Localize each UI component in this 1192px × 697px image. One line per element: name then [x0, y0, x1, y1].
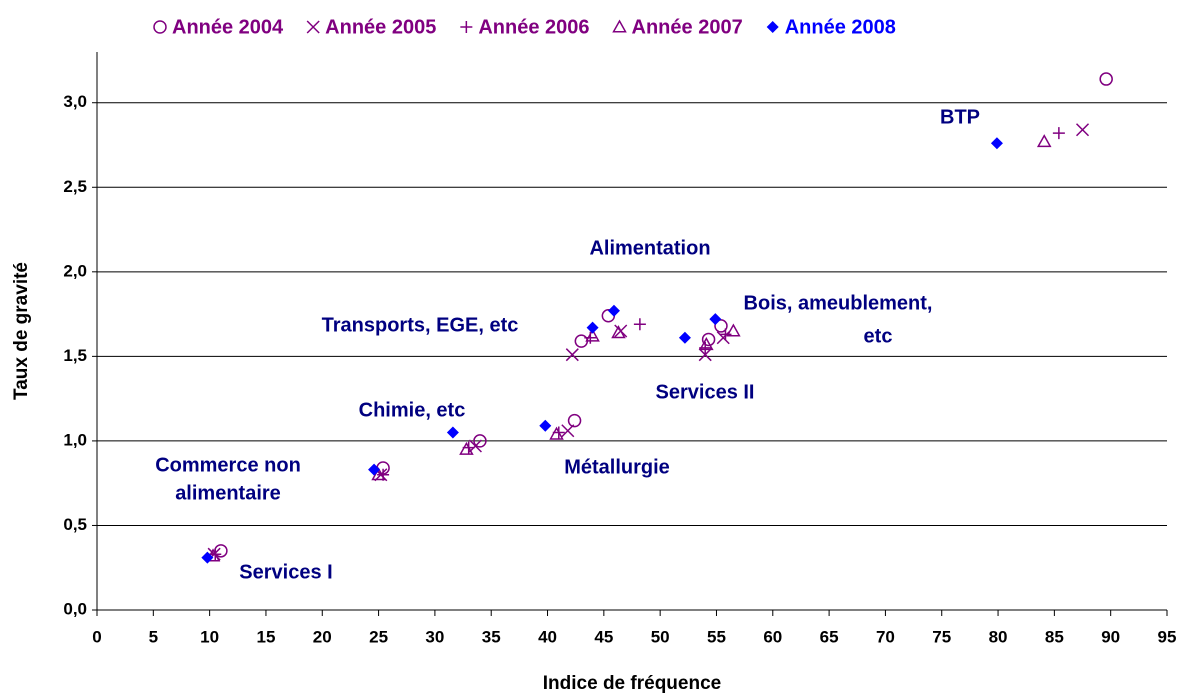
- point: [459, 441, 474, 455]
- x-tick-label: 80: [989, 627, 1008, 646]
- x-tick-label: 25: [369, 627, 388, 646]
- annotation: Chimie, etc: [359, 399, 466, 421]
- x-tick-label: 45: [594, 627, 613, 646]
- point: [701, 332, 716, 347]
- annotation: Alimentation: [589, 237, 710, 259]
- legend-label: Année 2006: [478, 16, 589, 38]
- point: [709, 313, 722, 326]
- x-tick-label: 20: [313, 627, 332, 646]
- point: [549, 426, 564, 440]
- point: [1099, 72, 1113, 86]
- annotation: Bois, ameublement,: [744, 292, 933, 314]
- point: [633, 318, 646, 331]
- x-tick-label: 0: [92, 627, 101, 646]
- x-tick-label: 90: [1101, 627, 1120, 646]
- annotation: Transports, EGE, etc: [322, 314, 519, 336]
- point: [473, 434, 487, 448]
- point: [306, 20, 320, 34]
- legend-label: Année 2004: [172, 16, 284, 38]
- point: [612, 19, 627, 33]
- point: [585, 328, 600, 342]
- y-tick-label: 2,0: [63, 261, 87, 280]
- annotation: Services II: [656, 381, 755, 403]
- y-axis-title: Taux de gravité: [11, 262, 32, 400]
- y-tick-label: 0,5: [63, 515, 87, 534]
- x-tick-label: 40: [538, 627, 557, 646]
- point: [1036, 134, 1052, 148]
- point: [377, 468, 390, 481]
- point: [766, 21, 779, 33]
- legend-item: Année 2005: [306, 16, 436, 38]
- point: [678, 331, 691, 344]
- legend-item: Année 2008: [766, 16, 896, 38]
- x-tick-label: 35: [482, 627, 501, 646]
- point: [153, 20, 167, 34]
- x-tick-label: 15: [256, 627, 275, 646]
- y-tick-label: 1,0: [63, 430, 87, 449]
- legend-label: Année 2005: [325, 16, 436, 38]
- point: [368, 463, 381, 476]
- point: [716, 331, 730, 345]
- x-tick-label: 5: [149, 627, 158, 646]
- point: [539, 419, 552, 432]
- point: [468, 439, 482, 453]
- x-tick-label: 95: [1158, 627, 1177, 646]
- point: [611, 325, 626, 339]
- legend-item: Année 2004: [153, 16, 284, 38]
- legend-item: Année 2006: [460, 16, 590, 38]
- y-tick-label: 3,0: [63, 92, 87, 111]
- x-tick-label: 60: [763, 627, 782, 646]
- point: [574, 334, 589, 348]
- annotation: Commerce non: [155, 454, 301, 476]
- point: [698, 348, 712, 362]
- legend-label: Année 2007: [632, 16, 743, 38]
- x-tick-label: 55: [707, 627, 726, 646]
- x-tick-label: 10: [200, 627, 219, 646]
- point: [586, 321, 599, 334]
- point: [446, 426, 459, 439]
- point: [565, 348, 579, 362]
- point: [699, 336, 714, 351]
- point: [561, 424, 575, 438]
- annotation: Métallurgie: [564, 456, 670, 478]
- point: [719, 328, 732, 341]
- y-tick-label: 0,0: [63, 599, 87, 618]
- point: [607, 304, 620, 317]
- point: [201, 551, 214, 564]
- y-tick-label: 2,5: [63, 177, 87, 196]
- point: [1052, 127, 1065, 140]
- point: [726, 323, 741, 337]
- x-tick-label: 50: [651, 627, 670, 646]
- x-tick-label: 70: [876, 627, 895, 646]
- annotation: alimentaire: [175, 482, 281, 504]
- point: [990, 137, 1003, 150]
- annotation: BTP: [940, 106, 980, 128]
- point: [460, 21, 473, 33]
- x-tick-label: 30: [425, 627, 444, 646]
- x-tick-label: 85: [1045, 627, 1064, 646]
- annotation: Services I: [239, 561, 332, 583]
- y-tick-label: 1,5: [63, 346, 87, 365]
- legend-label: Année 2008: [785, 16, 896, 38]
- x-tick-label: 65: [820, 627, 839, 646]
- legend-item: Année 2007: [612, 16, 743, 38]
- x-tick-label: 75: [932, 627, 951, 646]
- point: [567, 413, 582, 428]
- point: [714, 319, 728, 333]
- point: [1075, 123, 1090, 137]
- annotation: etc: [864, 325, 893, 347]
- x-axis-title: Indice de fréquence: [543, 673, 721, 694]
